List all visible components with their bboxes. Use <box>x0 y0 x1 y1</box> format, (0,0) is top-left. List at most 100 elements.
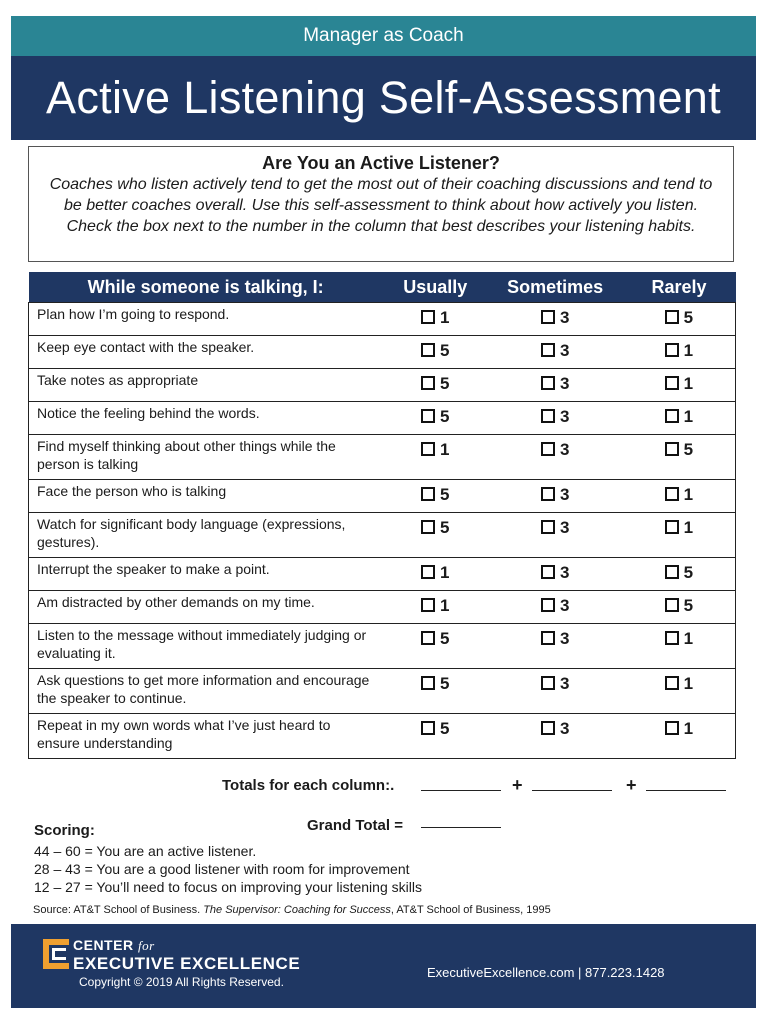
rarely-option[interactable]: 1 <box>622 713 736 759</box>
usually-option[interactable]: 5 <box>382 623 488 669</box>
rarely-option[interactable]: 5 <box>622 590 736 624</box>
sometimes-option[interactable]: 3 <box>487 668 623 714</box>
usually-option[interactable]: 1 <box>382 590 488 624</box>
checkbox-icon[interactable] <box>421 409 436 423</box>
usually-score: 5 <box>440 518 450 537</box>
usually-option[interactable]: 5 <box>382 335 488 369</box>
checkbox-icon[interactable] <box>421 442 436 456</box>
intro-heading: Are You an Active Listener? <box>262 153 500 173</box>
table-row: Notice the feeling behind the words. 5 3 1 <box>27 401 736 435</box>
usually-option[interactable]: 5 <box>382 401 488 435</box>
checkbox-icon[interactable] <box>421 343 436 357</box>
sometimes-option[interactable]: 3 <box>487 335 623 369</box>
checkbox-icon[interactable] <box>664 310 679 324</box>
sometimes-option[interactable]: 3 <box>487 302 623 336</box>
checkbox-icon[interactable] <box>540 310 555 324</box>
sometimes-score: 3 <box>559 341 570 360</box>
row-statement: Watch for significant body language (exp… <box>27 512 383 558</box>
contact-info[interactable]: ExecutiveExcellence.com | 877.223.1428 <box>427 965 665 980</box>
sometimes-option[interactable]: 3 <box>487 713 623 759</box>
rarely-option[interactable]: 5 <box>622 434 736 480</box>
checkbox-icon[interactable] <box>664 487 679 501</box>
checkbox-icon[interactable] <box>421 310 436 324</box>
usually-option[interactable]: 5 <box>382 713 488 759</box>
checkbox-icon[interactable] <box>540 598 555 612</box>
sometimes-score: 3 <box>559 518 570 537</box>
checkbox-icon[interactable] <box>664 631 679 645</box>
checkbox-icon[interactable] <box>421 721 436 735</box>
table-row: Take notes as appropriate 5 3 1 <box>27 368 736 402</box>
usually-option[interactable]: 5 <box>382 368 488 402</box>
checkbox-icon[interactable] <box>540 409 555 423</box>
rarely-score: 1 <box>683 341 694 360</box>
row-statement: Find myself thinking about other things … <box>27 434 383 480</box>
checkbox-icon[interactable] <box>421 565 436 579</box>
sometimes-score: 3 <box>559 407 570 426</box>
usually-option[interactable]: 1 <box>382 434 488 480</box>
checkbox-icon[interactable] <box>421 487 436 501</box>
sometimes-option[interactable]: 3 <box>487 434 623 480</box>
checkbox-icon[interactable] <box>421 598 436 612</box>
usually-score: 5 <box>440 629 450 648</box>
usually-option[interactable]: 1 <box>382 557 488 591</box>
sometimes-total-line[interactable] <box>532 790 612 791</box>
rarely-option[interactable]: 1 <box>622 623 736 669</box>
checkbox-icon[interactable] <box>540 631 555 645</box>
checkbox-icon[interactable] <box>421 520 436 534</box>
checkbox-icon[interactable] <box>664 676 679 690</box>
usually-score: 5 <box>440 674 450 693</box>
checkbox-icon[interactable] <box>664 721 679 735</box>
rarely-option[interactable]: 1 <box>622 479 736 513</box>
checkbox-icon[interactable] <box>421 376 436 390</box>
rarely-option[interactable]: 1 <box>622 668 736 714</box>
rarely-total-line[interactable] <box>646 790 726 791</box>
footer: CENTER for EXECUTIVE EXCELLENCE Copyrigh… <box>11 924 756 1008</box>
grand-total-line[interactable] <box>421 827 501 828</box>
checkbox-icon[interactable] <box>664 409 679 423</box>
rarely-option[interactable]: 1 <box>622 335 736 369</box>
rarely-option[interactable]: 1 <box>622 368 736 402</box>
checkbox-icon[interactable] <box>664 376 679 390</box>
intro-body: Coaches who listen actively tend to get … <box>49 176 713 235</box>
sometimes-option[interactable]: 3 <box>487 590 623 624</box>
rarely-option[interactable]: 1 <box>622 512 736 558</box>
checkbox-icon[interactable] <box>664 442 679 456</box>
sometimes-option[interactable]: 3 <box>487 623 623 669</box>
checkbox-icon[interactable] <box>421 676 436 690</box>
table-header-row: While someone is talking, I: Usually Som… <box>28 272 736 303</box>
header-sometimes: Sometimes <box>487 272 623 303</box>
usually-option[interactable]: 5 <box>382 512 488 558</box>
checkbox-icon[interactable] <box>540 721 555 735</box>
checkbox-icon[interactable] <box>664 343 679 357</box>
usually-option[interactable]: 1 <box>382 302 488 336</box>
rarely-score: 5 <box>683 563 694 582</box>
checkbox-icon[interactable] <box>540 565 555 579</box>
checkbox-icon[interactable] <box>540 343 555 357</box>
sometimes-option[interactable]: 3 <box>487 512 623 558</box>
sometimes-option[interactable]: 3 <box>487 557 623 591</box>
usually-option[interactable]: 5 <box>382 668 488 714</box>
sometimes-option[interactable]: 3 <box>487 368 623 402</box>
checkbox-icon[interactable] <box>540 520 555 534</box>
sometimes-option[interactable]: 3 <box>487 401 623 435</box>
checkbox-icon[interactable] <box>540 376 555 390</box>
usually-total-line[interactable] <box>421 790 501 791</box>
rarely-score: 1 <box>683 485 694 504</box>
row-statement: Notice the feeling behind the words. <box>27 401 383 435</box>
checkbox-icon[interactable] <box>421 631 436 645</box>
row-statement: Keep eye contact with the speaker. <box>27 335 383 369</box>
checkbox-icon[interactable] <box>664 598 679 612</box>
checkbox-icon[interactable] <box>540 487 555 501</box>
checkbox-icon[interactable] <box>540 442 555 456</box>
brand-center: CENTER <box>73 937 134 953</box>
rarely-option[interactable]: 1 <box>622 401 736 435</box>
usually-option[interactable]: 5 <box>382 479 488 513</box>
checkbox-icon[interactable] <box>540 676 555 690</box>
rarely-option[interactable]: 5 <box>622 302 736 336</box>
rarely-option[interactable]: 5 <box>622 557 736 591</box>
source-citation: Source: AT&T School of Business. The Sup… <box>33 904 551 916</box>
source-title: The Supervisor: Coaching for Success <box>203 904 391 916</box>
checkbox-icon[interactable] <box>664 520 679 534</box>
sometimes-option[interactable]: 3 <box>487 479 623 513</box>
checkbox-icon[interactable] <box>664 565 679 579</box>
